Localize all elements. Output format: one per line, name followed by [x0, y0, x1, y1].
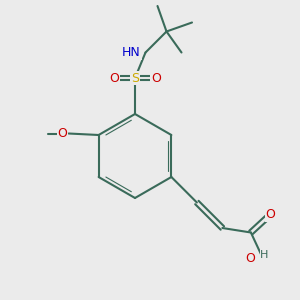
Text: O: O: [151, 71, 161, 85]
Text: S: S: [131, 71, 139, 85]
Text: O: O: [109, 71, 119, 85]
Text: H: H: [260, 250, 269, 260]
Text: O: O: [57, 127, 67, 140]
Text: O: O: [245, 251, 255, 265]
Text: HN: HN: [122, 46, 141, 59]
Text: O: O: [266, 208, 275, 221]
